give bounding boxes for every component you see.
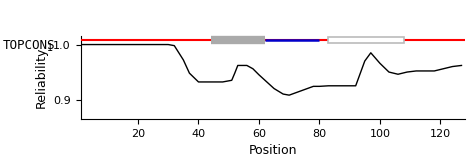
Text: 1: 1 bbox=[47, 43, 54, 53]
Y-axis label: Reliability: Reliability bbox=[35, 47, 47, 108]
Text: TOPCONS: TOPCONS bbox=[2, 39, 55, 52]
Bar bbox=[328, 37, 404, 43]
X-axis label: Position: Position bbox=[248, 144, 297, 157]
